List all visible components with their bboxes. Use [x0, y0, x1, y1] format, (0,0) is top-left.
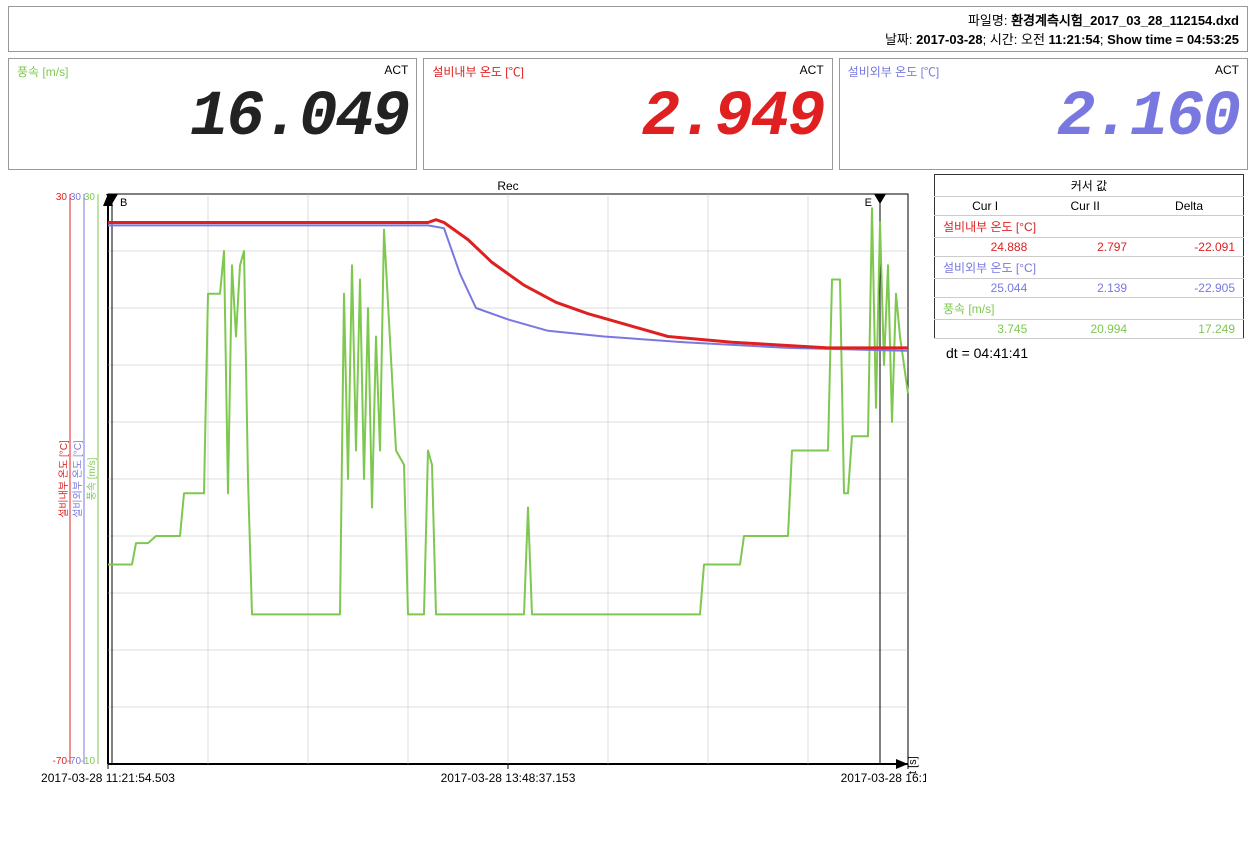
cursor-value: 2.797	[1035, 238, 1135, 257]
svg-text:-70: -70	[53, 756, 68, 767]
file-header: 파일명: 환경계측시험_2017_03_28_112154.dxd 날짜: 20…	[8, 6, 1248, 52]
readout-tin-value: 2.949	[432, 86, 823, 150]
side-panel: 커서 값 Cur I Cur II Delta 설비내부 온도 [°C]24.8…	[934, 174, 1244, 824]
svg-text:30: 30	[56, 192, 68, 203]
cursor-value: 2.139	[1035, 279, 1135, 298]
cursor-group-label: 풍속 [m/s]	[935, 298, 1244, 320]
readout-act: ACT	[1215, 63, 1239, 80]
time-label: 시간: 오전	[990, 32, 1045, 47]
cursor-table: 커서 값 Cur I Cur II Delta 설비내부 온도 [°C]24.8…	[934, 174, 1244, 339]
svg-text:E: E	[865, 197, 872, 209]
cursor-value: 3.745	[935, 320, 1036, 339]
cursor-value: 25.044	[935, 279, 1036, 298]
cursor-value: -22.091	[1135, 238, 1243, 257]
col-cur1: Cur I	[935, 197, 1036, 216]
readout-temp-out: 설비외부 온도 [℃] ACT 2.160	[839, 58, 1248, 170]
svg-text:풍속 [m/s]: 풍속 [m/s]	[86, 457, 98, 500]
col-cur2: Cur II	[1035, 197, 1135, 216]
chart-svg: 30 -10 풍속 [m/s] 30 -70 설비외부 온도 [°C] 30 -70 설비내부 …	[8, 174, 926, 824]
readout-wind: 풍속 [m/s] ACT 16.049	[8, 58, 417, 170]
svg-text:Rec: Rec	[497, 179, 518, 193]
showtime-label: Show time =	[1107, 32, 1183, 47]
svg-text:2017-03-28 11:21:54.503: 2017-03-28 11:21:54.503	[41, 771, 175, 785]
svg-text:설비내부 온도 [°C]: 설비내부 온도 [°C]	[58, 440, 70, 518]
readout-tin-label: 설비내부 온도 [℃]	[432, 63, 524, 80]
cursor-value: 24.888	[935, 238, 1036, 257]
readout-temp-in: 설비내부 온도 [℃] ACT 2.949	[423, 58, 832, 170]
svg-text:설비외부 온도 [°C]: 설비외부 온도 [°C]	[72, 440, 84, 518]
readout-act: ACT	[384, 63, 408, 80]
file-label: 파일명:	[968, 13, 1008, 28]
svg-text:-70: -70	[67, 756, 82, 767]
svg-text:30: 30	[70, 192, 82, 203]
readout-act: ACT	[800, 63, 824, 80]
svg-text:-10: -10	[81, 756, 96, 767]
col-delta: Delta	[1135, 197, 1243, 216]
cursor-value: 20.994	[1035, 320, 1135, 339]
svg-text:2017-03-28 13:48:37.153: 2017-03-28 13:48:37.153	[441, 771, 576, 785]
dt-label: dt = 04:41:41	[934, 345, 1244, 361]
cursor-value: 17.249	[1135, 320, 1243, 339]
svg-text:B: B	[120, 197, 127, 209]
cursor-title: 커서 값	[935, 175, 1244, 197]
readout-tout-value: 2.160	[848, 86, 1239, 150]
readout-row: 풍속 [m/s] ACT 16.049 설비내부 온도 [℃] ACT 2.94…	[8, 58, 1248, 170]
cursor-group-label: 설비내부 온도 [°C]	[935, 216, 1244, 238]
cursor-group-label: 설비외부 온도 [°C]	[935, 257, 1244, 279]
showtime-value: 04:53:25	[1187, 32, 1239, 47]
file-name: 환경계측시험_2017_03_28_112154.dxd	[1011, 13, 1239, 28]
readout-wind-label: 풍속 [m/s]	[17, 63, 68, 80]
svg-text:30: 30	[84, 192, 96, 203]
cursor-value: -22.905	[1135, 279, 1243, 298]
readout-wind-value: 16.049	[17, 86, 408, 150]
date-value: 2017-03-28	[916, 32, 983, 47]
chart-area[interactable]: 30 -10 풍속 [m/s] 30 -70 설비외부 온도 [°C] 30 -70 설비내부 …	[8, 174, 926, 824]
readout-tout-label: 설비외부 온도 [℃]	[848, 63, 940, 80]
date-label: 날짜:	[885, 32, 913, 47]
svg-text:t [s]: t [s]	[907, 756, 919, 774]
time-value: 11:21:54	[1049, 32, 1100, 47]
